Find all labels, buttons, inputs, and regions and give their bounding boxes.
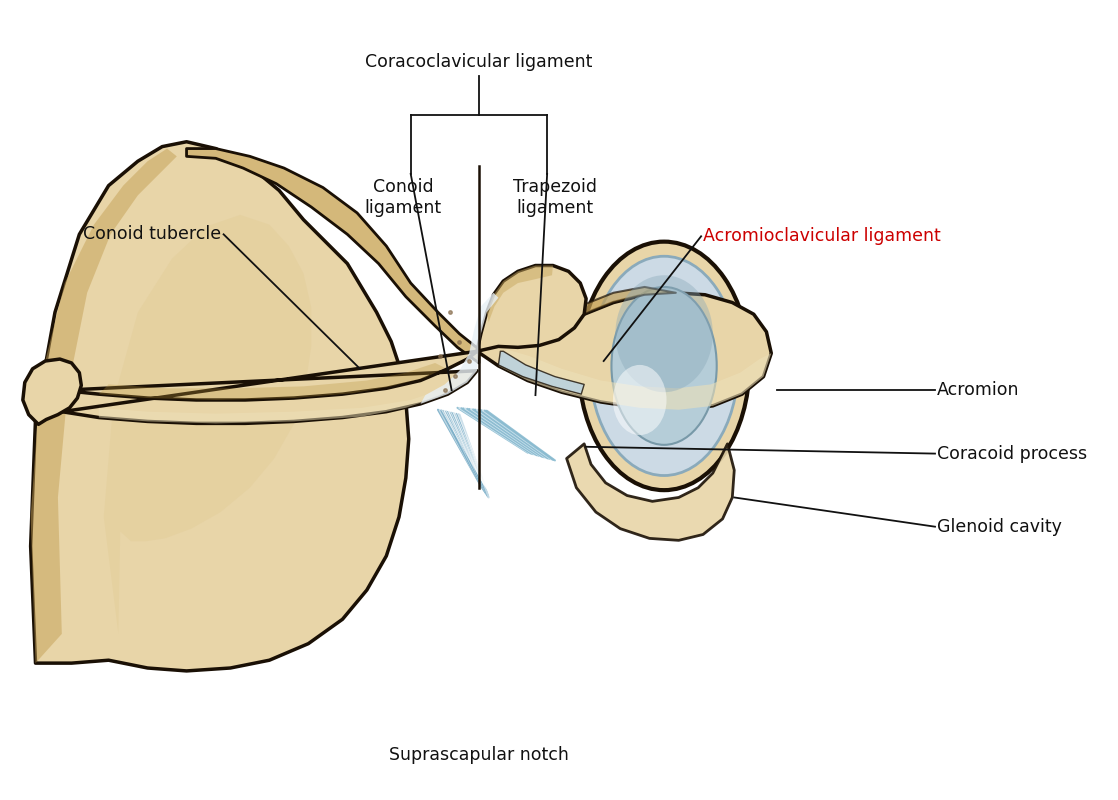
Ellipse shape xyxy=(590,256,738,475)
Polygon shape xyxy=(98,386,457,423)
Ellipse shape xyxy=(579,242,749,490)
Ellipse shape xyxy=(613,365,666,435)
Polygon shape xyxy=(98,363,445,400)
Text: Conoid
ligament: Conoid ligament xyxy=(364,178,442,217)
Polygon shape xyxy=(486,266,553,322)
Text: Trapezoid
ligament: Trapezoid ligament xyxy=(513,178,597,217)
Polygon shape xyxy=(477,266,586,351)
Polygon shape xyxy=(187,149,479,363)
Text: Glenoid cavity: Glenoid cavity xyxy=(937,518,1062,536)
Polygon shape xyxy=(481,287,675,346)
Text: Acromion: Acromion xyxy=(937,382,1020,399)
Polygon shape xyxy=(499,350,771,410)
Ellipse shape xyxy=(615,275,713,392)
Ellipse shape xyxy=(612,287,717,445)
Text: Conoid tubercle: Conoid tubercle xyxy=(83,226,220,243)
Polygon shape xyxy=(499,351,585,394)
Polygon shape xyxy=(420,293,499,404)
Text: Coracoid process: Coracoid process xyxy=(937,445,1087,462)
Text: Acromioclavicular ligament: Acromioclavicular ligament xyxy=(703,227,941,246)
Polygon shape xyxy=(30,142,409,671)
Polygon shape xyxy=(567,444,735,540)
Text: Suprascapular notch: Suprascapular notch xyxy=(389,746,569,764)
Polygon shape xyxy=(477,293,771,410)
Polygon shape xyxy=(104,215,311,634)
Text: Coracoclavicular ligament: Coracoclavicular ligament xyxy=(366,53,593,70)
Polygon shape xyxy=(61,351,477,423)
Polygon shape xyxy=(22,359,82,424)
Polygon shape xyxy=(30,149,177,663)
